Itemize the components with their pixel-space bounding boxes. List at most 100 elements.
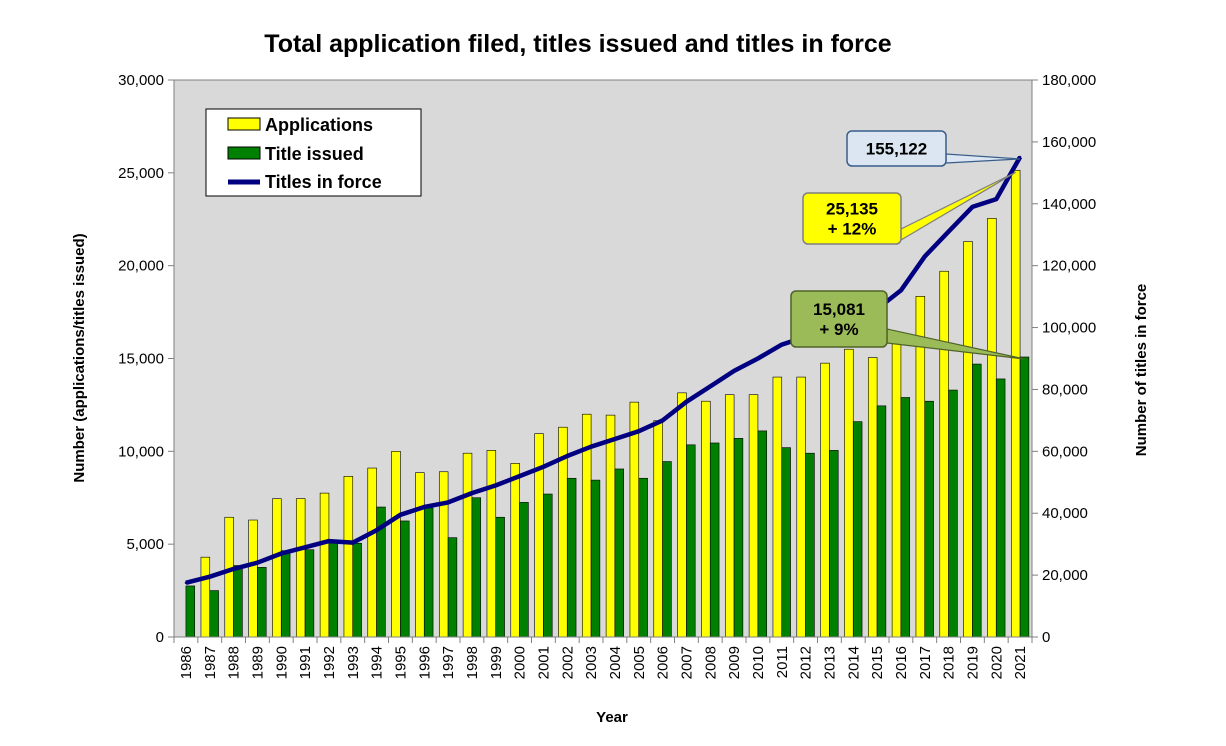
- x-tick-label: 2003: [583, 646, 600, 679]
- bar-title-issued-2016: [900, 397, 911, 638]
- y2-axis-title: Number of titles in force: [1133, 284, 1150, 457]
- bar-title-issued-2021: [1019, 356, 1030, 638]
- legend-swatch-applications: [227, 117, 261, 131]
- x-tick-label: 2010: [750, 646, 767, 679]
- y-tick-label: 20,000: [118, 258, 164, 275]
- point-titles-in-force-1999: [494, 484, 497, 487]
- point-titles-in-force-2009: [732, 369, 736, 373]
- x-tick-label: 1992: [321, 646, 338, 679]
- x-tick-label: 2008: [702, 646, 719, 679]
- callout-box-a1: [846, 130, 947, 167]
- y-tick-label: 5,000: [126, 536, 164, 553]
- x-tick-label: 2006: [655, 646, 672, 679]
- y-tick-label: 25,000: [118, 165, 164, 182]
- y2-tick-label: 20,000: [1042, 567, 1088, 584]
- bar-applications-1992: [319, 492, 330, 638]
- legend-label-title-issued: Title issued: [265, 144, 364, 164]
- bar-applications-2016: [891, 343, 902, 638]
- bar-applications-2009: [724, 394, 735, 638]
- bar-applications-2004: [605, 414, 616, 638]
- x-tick-label: 1997: [440, 646, 457, 679]
- bar-title-issued-1996: [423, 507, 434, 638]
- point-titles-in-force-2010: [756, 357, 760, 360]
- point-titles-in-force-1992: [327, 539, 331, 543]
- point-titles-in-force-2021: [1018, 155, 1022, 159]
- x-tick-label: 2005: [631, 646, 648, 679]
- bar-applications-2018: [939, 270, 949, 638]
- bar-applications-1987: [200, 556, 211, 638]
- y2-tick-label: 100,000: [1042, 320, 1096, 337]
- y-tick-label: 10,000: [118, 443, 164, 460]
- y2-tick-label: 40,000: [1042, 505, 1088, 522]
- x-tick-label: 2001: [535, 646, 552, 679]
- bar-title-issued-1991: [304, 549, 315, 638]
- bar-applications-2020: [987, 218, 997, 638]
- bar-applications-2010: [748, 394, 759, 638]
- bar-title-issued-2008: [709, 442, 720, 638]
- x-tick-label: 2011: [774, 646, 791, 678]
- point-titles-in-force-1987: [208, 575, 211, 578]
- x-tick-label: 2015: [869, 646, 886, 679]
- bar-title-issued-2007: [686, 444, 696, 638]
- x-tick-label: 1988: [226, 646, 243, 679]
- point-titles-in-force-2006: [661, 419, 664, 422]
- bar-applications-2014: [844, 348, 854, 638]
- bar-applications-1991: [295, 498, 306, 638]
- callout-value-a2: 25,135: [826, 200, 878, 219]
- bar-title-issued-2011: [781, 447, 791, 638]
- x-tick-label: 2018: [941, 646, 958, 679]
- bar-title-issued-1992: [328, 542, 339, 638]
- bar-applications-1995: [391, 451, 401, 638]
- y2-tick-label: 0: [1042, 629, 1050, 646]
- bar-applications-2013: [820, 362, 830, 638]
- bar-title-issued-2002: [566, 477, 577, 638]
- x-tick-label: 1991: [297, 646, 314, 679]
- y2-tick-label: 120,000: [1042, 258, 1096, 275]
- bar-title-issued-1989: [257, 567, 267, 638]
- bar-applications-2019: [963, 241, 973, 638]
- y2-tick-label: 180,000: [1042, 72, 1096, 89]
- y2-tick-label: 160,000: [1042, 134, 1096, 151]
- bar-title-issued-2005: [638, 477, 648, 638]
- bar-title-issued-2003: [590, 479, 601, 638]
- bar-title-issued-1988: [233, 565, 243, 638]
- point-titles-in-force-2018: [947, 230, 950, 233]
- point-titles-in-force-2020: [995, 197, 998, 201]
- x-tick-label: 1994: [369, 646, 386, 679]
- bar-applications-2001: [534, 433, 544, 638]
- point-titles-in-force-1994: [375, 529, 378, 532]
- bar-title-issued-2004: [614, 468, 625, 638]
- point-titles-in-force-2003: [589, 445, 593, 448]
- bar-title-issued-1998: [471, 497, 482, 638]
- y-tick-label: 0: [156, 629, 164, 646]
- legend-swatch-title-issued: [227, 146, 261, 160]
- point-titles-in-force-2004: [613, 437, 617, 441]
- x-tick-label: 1987: [202, 646, 219, 679]
- x-tick-label: 1993: [345, 646, 362, 679]
- point-titles-in-force-1988: [232, 567, 235, 571]
- bar-title-issued-2010: [757, 430, 768, 638]
- legend: Applications Title issued Titles in forc…: [205, 108, 422, 197]
- bar-title-issued-1987: [209, 590, 219, 638]
- bar-title-issued-2019: [972, 363, 982, 638]
- bar-title-issued-1986: [185, 585, 196, 638]
- point-titles-in-force-1986: [184, 581, 188, 585]
- legend-label-titles-in-force: Titles in force: [265, 172, 382, 192]
- x-tick-label: 2002: [559, 646, 576, 679]
- bar-applications-2012: [796, 376, 806, 638]
- bar-applications-2000: [510, 463, 520, 638]
- x-tick-label: 1995: [392, 646, 409, 679]
- callout-value-a1: 155,122: [866, 140, 927, 159]
- point-titles-in-force-1993: [351, 541, 354, 544]
- x-tick-label: 2007: [678, 646, 695, 679]
- point-titles-in-force-2019: [971, 205, 974, 209]
- point-titles-in-force-2017: [923, 255, 926, 258]
- point-titles-in-force-1996: [423, 505, 426, 509]
- point-titles-in-force-2008: [709, 385, 712, 388]
- y2-tick-label: 140,000: [1042, 196, 1096, 213]
- bar-title-issued-1999: [495, 516, 505, 638]
- bar-title-issued-2006: [662, 461, 672, 638]
- x-tick-label: 2016: [893, 646, 910, 679]
- point-titles-in-force-2001: [542, 465, 545, 469]
- x-tick-label: 2020: [988, 646, 1005, 679]
